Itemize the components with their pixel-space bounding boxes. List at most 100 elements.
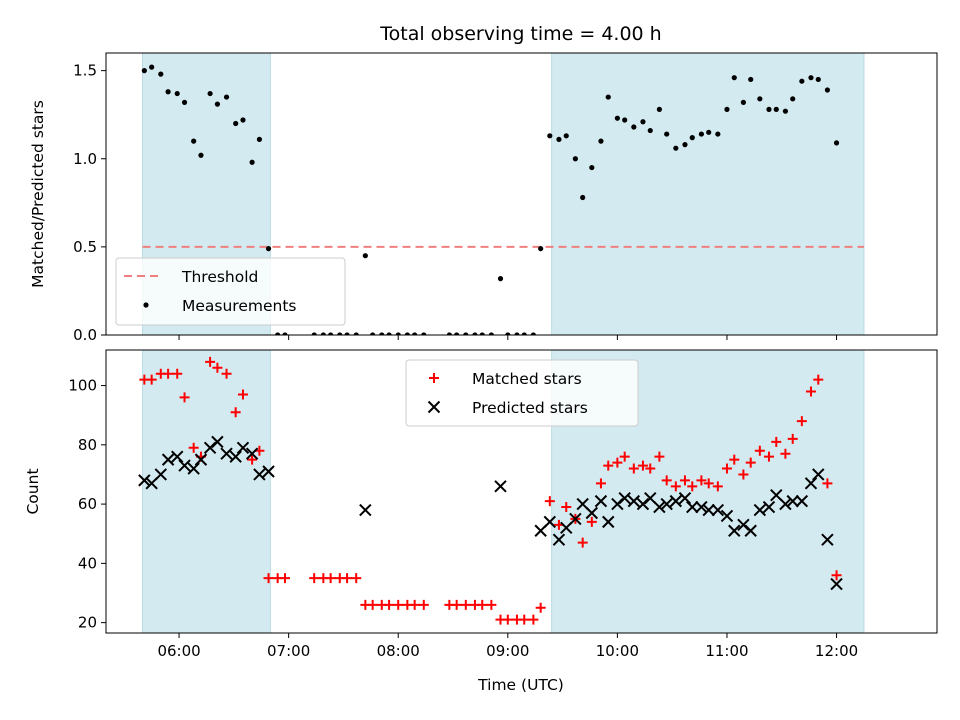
matched-star-point (325, 573, 336, 584)
measurement-point (538, 246, 544, 252)
predicted-star-point (711, 503, 725, 517)
y-tick-label: 0.0 (73, 326, 97, 344)
predicted-star-point (786, 494, 799, 508)
measurement-point (514, 332, 520, 335)
measurement-point (240, 117, 246, 123)
predicted-star-point (543, 515, 557, 529)
measurement-point (563, 133, 569, 139)
predicted-star-point (211, 435, 224, 449)
matched-star-point (418, 599, 429, 610)
matched-star-point (787, 433, 798, 444)
measurement-point (782, 108, 789, 114)
measurement-point (521, 332, 527, 335)
matched-star-point (754, 445, 765, 456)
legend-measurements-label: Measurements (182, 297, 297, 315)
y-tick-label: 1.5 (73, 62, 97, 80)
predicted-star-point (678, 491, 692, 505)
matched-star-point (179, 392, 190, 403)
matched-star-point (612, 457, 623, 468)
measurement-point (497, 276, 504, 282)
measurement-point (824, 87, 831, 93)
measurement-point (463, 332, 469, 335)
predicted-star-point (753, 503, 767, 517)
measurement-point (370, 332, 376, 335)
matched-star-point (451, 599, 462, 610)
measurement-point (233, 120, 239, 127)
matched-star-point (163, 368, 174, 379)
measurement-point (647, 127, 653, 134)
measurement-point (395, 332, 401, 335)
measurement-point (249, 159, 255, 165)
matched-star-point (486, 599, 497, 610)
measurement-point (614, 115, 620, 121)
predicted-star-point (236, 441, 250, 454)
plot-frame (105, 349, 938, 634)
chart-title: Total observing time = 4.00 h (379, 23, 661, 45)
predicted-star-point (262, 465, 275, 478)
predicted-star-point (804, 477, 818, 490)
x-tick-label: 06:00 (157, 642, 200, 660)
matched-star-point (619, 451, 630, 462)
predicted-star-point (594, 494, 608, 508)
legend-measurements-swatch (143, 302, 149, 308)
y-tick-label: 20 (78, 614, 97, 632)
measurement-point (808, 75, 814, 81)
matched-star-point (637, 460, 648, 471)
matched-star-point (813, 374, 824, 385)
x-tick-label: 09:00 (486, 642, 529, 660)
measurement-point (165, 89, 171, 95)
predicted-star-point (653, 500, 666, 514)
predicted-star-point (161, 453, 175, 466)
measurement-point (181, 99, 188, 105)
measurement-point (149, 64, 155, 70)
measurement-point (572, 156, 578, 162)
measurement-point (815, 76, 821, 83)
matched-star-point (603, 460, 614, 471)
measurement-point (790, 96, 796, 102)
measurement-point (622, 117, 628, 123)
measurement-point (706, 129, 712, 135)
measurement-point (412, 332, 418, 335)
measurement-point (174, 90, 180, 97)
predicted-star-point (779, 497, 792, 511)
series-points-0 (141, 64, 840, 335)
measurement-point (580, 194, 586, 201)
predicted-star-point (744, 524, 757, 537)
predicted-star-point (728, 524, 741, 537)
predicted-star-point (245, 447, 259, 460)
measurement-point (275, 332, 281, 335)
measurement-point (757, 96, 763, 102)
matched-star-point (367, 599, 378, 610)
matched-star-point (763, 451, 774, 462)
measurement-point (640, 119, 646, 125)
predicted-star-point (660, 497, 673, 511)
matched-star-point (670, 481, 681, 492)
measurement-point (386, 332, 392, 335)
matched-star-point (237, 389, 248, 400)
measurement-point (328, 332, 334, 335)
measurement-point (766, 106, 772, 112)
matched-star-point (384, 599, 395, 610)
measurement-point (141, 68, 147, 74)
measurement-point (673, 145, 679, 151)
matched-star-point (780, 448, 791, 459)
measurement-point (488, 332, 494, 335)
predicted-star-point (359, 503, 372, 517)
matched-star-point (351, 573, 362, 584)
predicted-star-point (602, 515, 615, 529)
measurement-point (748, 76, 754, 83)
predicted-star-point (187, 462, 200, 475)
measurement-point (191, 138, 197, 144)
legend-predicted-swatch (427, 400, 441, 414)
predicted-star-point (812, 468, 825, 481)
measurement-point (472, 332, 478, 335)
measurement-point (207, 90, 213, 97)
matched-star-point (595, 478, 606, 489)
predicted-star-point (821, 533, 834, 546)
measurement-point (833, 140, 840, 146)
measurement-point (454, 332, 460, 335)
matched-star-point (771, 436, 782, 447)
matched-star-point (393, 599, 404, 610)
matched-star-point (661, 475, 672, 486)
predicted-star-point (669, 494, 683, 508)
